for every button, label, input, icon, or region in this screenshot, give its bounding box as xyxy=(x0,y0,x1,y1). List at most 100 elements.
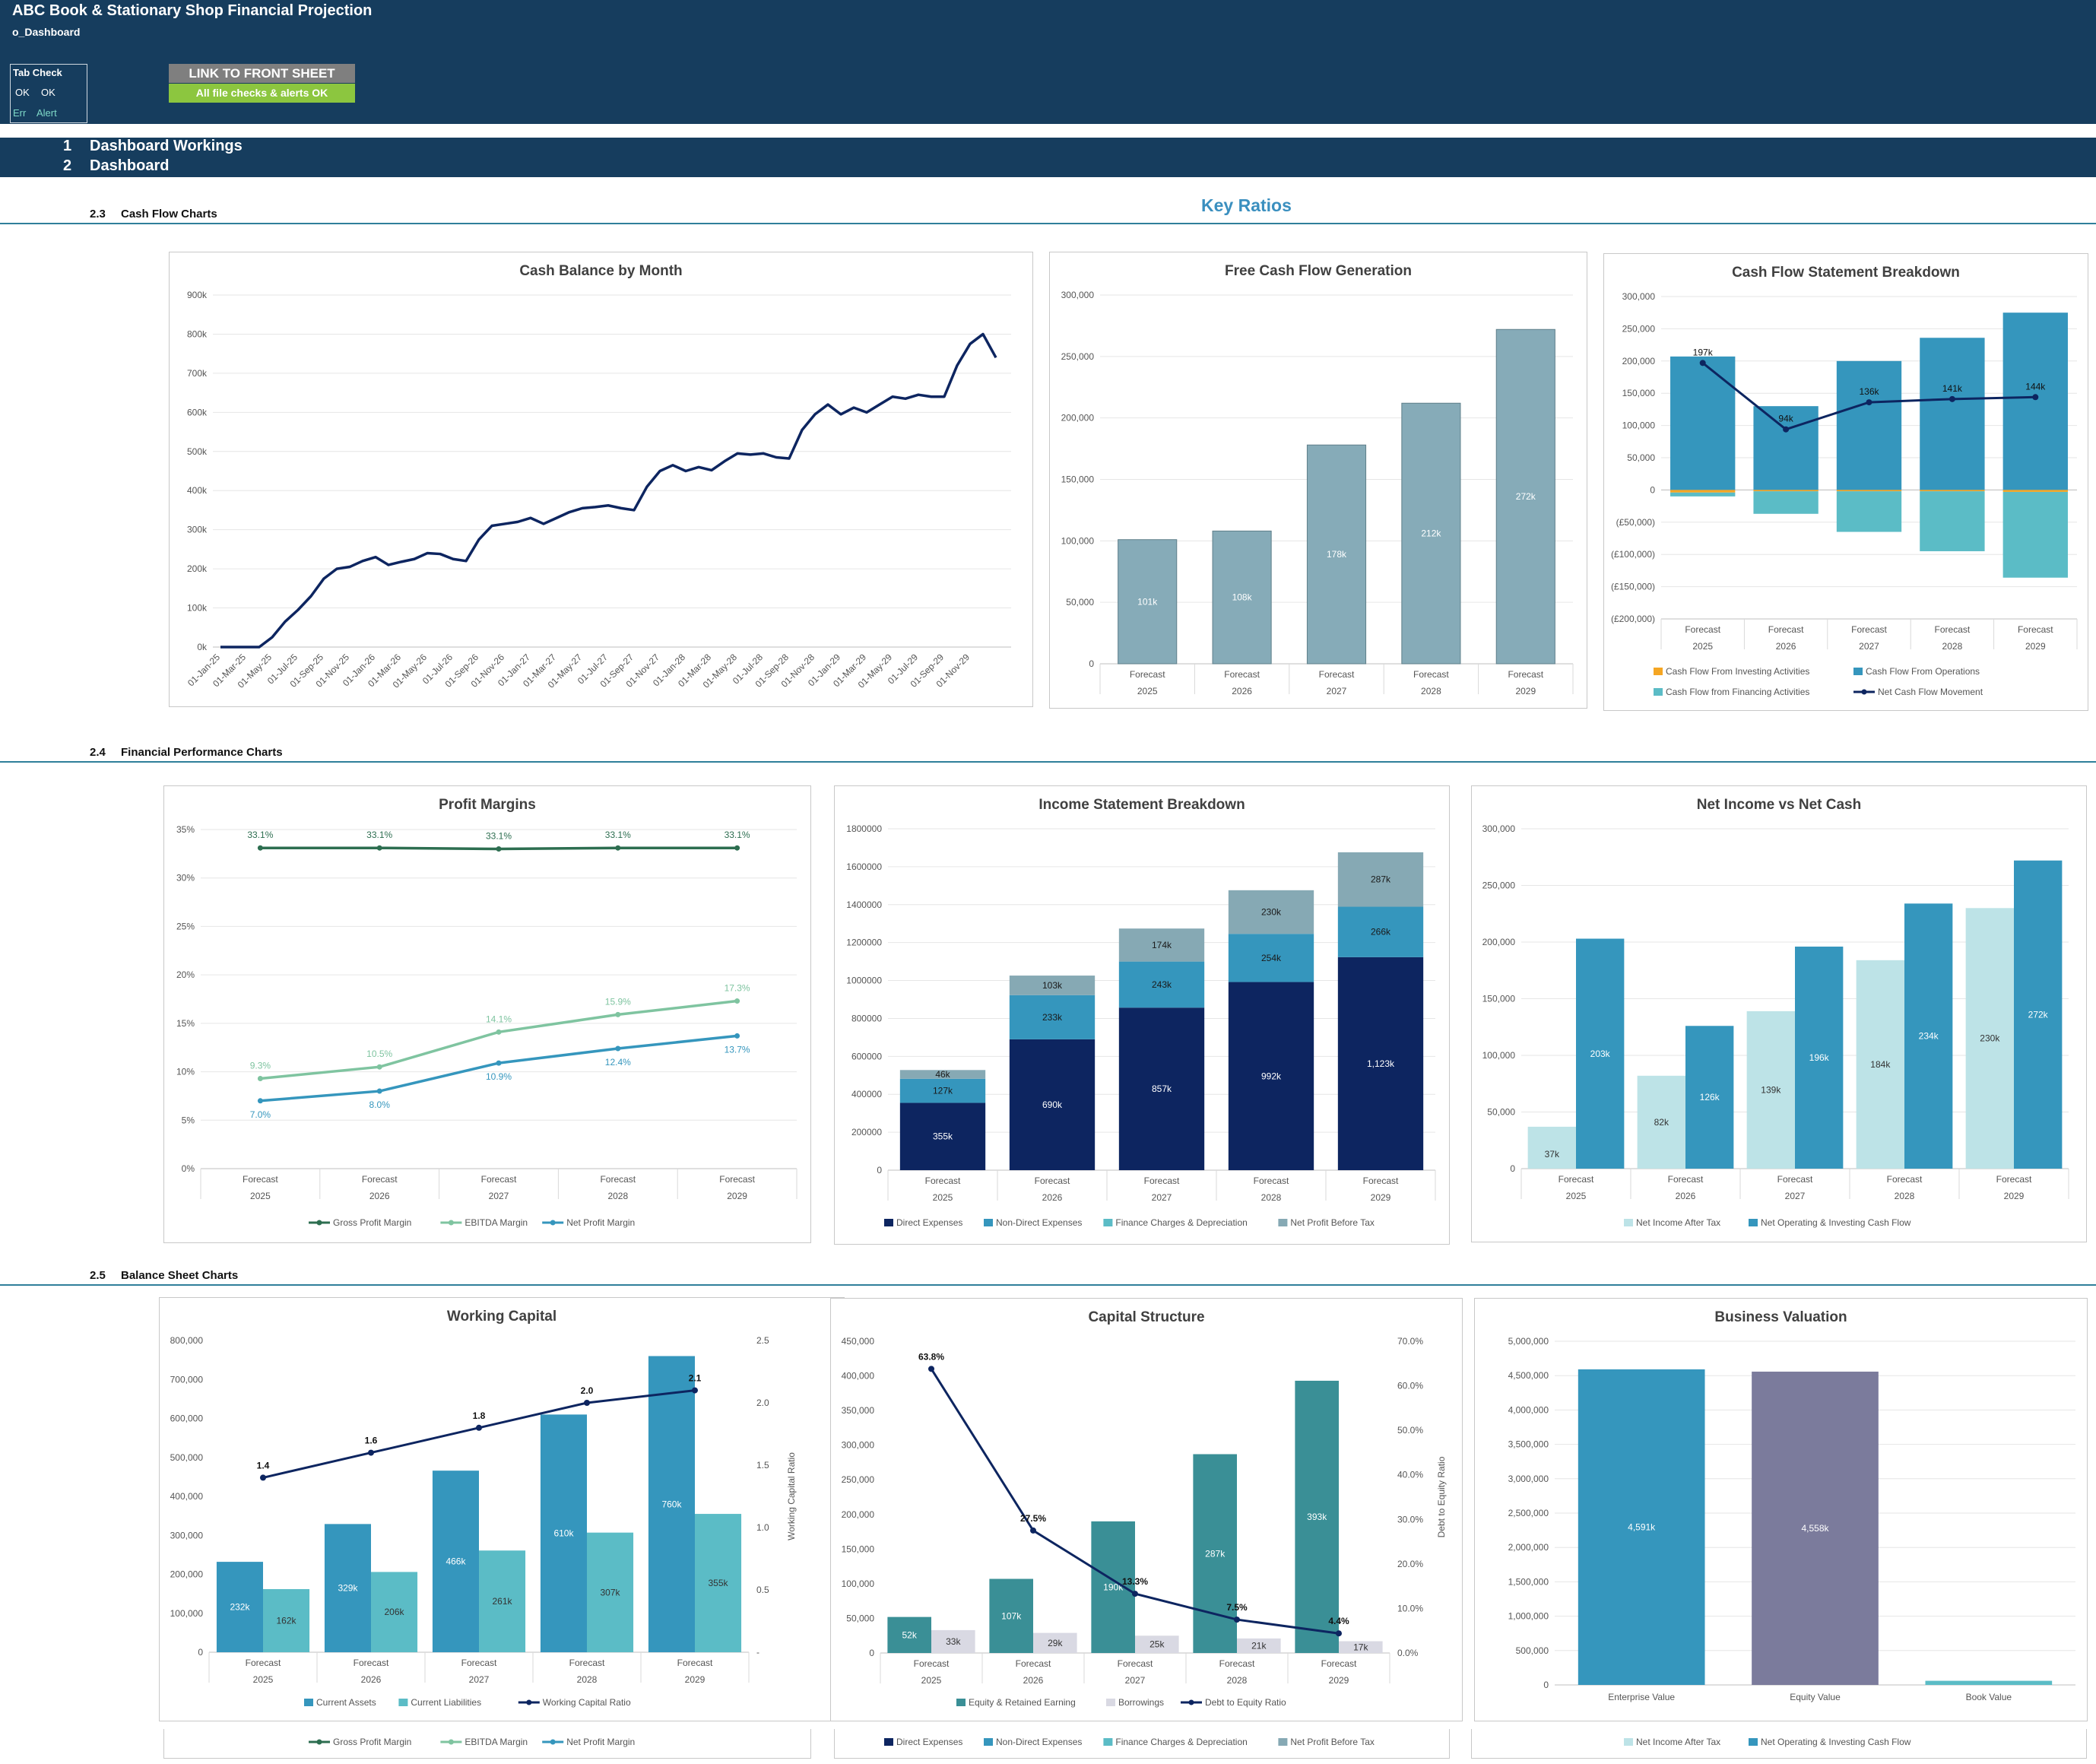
ratio-point xyxy=(928,1366,934,1372)
margin-point xyxy=(376,845,382,851)
data-label: 184k xyxy=(1870,1059,1891,1070)
data-label: 287k xyxy=(1205,1548,1226,1559)
x-tick-label: 2026 xyxy=(1776,641,1796,652)
income-stack-segment xyxy=(1009,1039,1096,1170)
operations-bar xyxy=(1920,338,1985,490)
y-tick-label: 10% xyxy=(176,1067,195,1077)
x-tick-label: Forecast xyxy=(1768,624,1804,635)
x-tick-label: Forecast xyxy=(677,1658,713,1668)
income-stack-segment xyxy=(1009,995,1096,1039)
ratio-point xyxy=(1234,1616,1240,1623)
legend-swatch xyxy=(316,1739,322,1745)
y-tick-label: 250,000 xyxy=(1482,880,1516,891)
data-label: 1.4 xyxy=(257,1460,270,1471)
chart-title: Income Statement Breakdown xyxy=(1038,797,1245,813)
data-label: 266k xyxy=(1371,927,1391,938)
y-tick-label: 50,000 xyxy=(1487,1107,1515,1118)
y-tick-label: 0 xyxy=(877,1165,882,1175)
y-tick-label: 4,500,000 xyxy=(1508,1370,1549,1381)
x-tick-label: 2025 xyxy=(933,1192,953,1203)
legend-label: Net Profit Before Tax xyxy=(1290,1737,1375,1747)
x-tick-label: Enterprise Value xyxy=(1608,1692,1675,1702)
working-capital-bar xyxy=(371,1572,418,1652)
y-tick-label: 600k xyxy=(187,407,208,417)
data-label: 206k xyxy=(385,1607,405,1617)
valuation-bar xyxy=(1578,1369,1705,1685)
tab-check-ok-1: OK xyxy=(15,87,30,98)
y-tick-label: 200,000 xyxy=(1061,413,1095,424)
legend-swatch xyxy=(984,1219,993,1226)
y-tick-label: 300,000 xyxy=(1061,290,1095,300)
x-tick-label: 2028 xyxy=(1895,1191,1915,1201)
net-income-bar xyxy=(1576,938,1625,1169)
x-tick-label: Forecast xyxy=(1144,1175,1180,1186)
section-divider xyxy=(0,1284,2096,1286)
section-title-balance-sheet: Balance Sheet Charts xyxy=(121,1269,239,1282)
data-label: 196k xyxy=(1809,1052,1830,1063)
valuation-bar xyxy=(1752,1371,1879,1685)
data-label: 7.5% xyxy=(1226,1602,1248,1613)
y-tick-label: 50,000 xyxy=(846,1613,874,1623)
x-tick-label: Forecast xyxy=(1118,1658,1153,1669)
link-to-front-sheet-button[interactable]: LINK TO FRONT SHEET xyxy=(169,64,355,83)
income-stack-segment xyxy=(899,1070,986,1079)
x-tick-label: Forecast xyxy=(461,1658,497,1668)
x-tick-label: Forecast xyxy=(2018,624,2053,635)
y-tick-label: 0 xyxy=(1543,1680,1549,1690)
y-tick-label: 35% xyxy=(176,824,195,835)
capital-structure-bar xyxy=(1295,1380,1339,1653)
capital-structure-bar xyxy=(1339,1641,1383,1653)
nav-link-dashboard-workings[interactable]: Dashboard Workings xyxy=(90,138,243,154)
margin-point xyxy=(496,1029,502,1035)
chart-business-valuation: Business Valuation 0 500,000 1,000,000 1,500… xyxy=(1474,1298,2088,1721)
data-label: 46k xyxy=(935,1069,950,1080)
data-label: 12.4% xyxy=(605,1057,631,1068)
nav-link-dashboard[interactable]: Dashboard xyxy=(90,157,170,174)
chart-title: Net Income vs Net Cash xyxy=(1697,797,1861,813)
margin-point xyxy=(496,846,502,852)
margin-point xyxy=(257,1075,263,1081)
y-tick-label: 200,000 xyxy=(1482,937,1516,947)
legend-strip-svg: Net Income After Tax Net Operating & Inve… xyxy=(1624,1737,1911,1747)
y-tick-label: 100,000 xyxy=(1622,420,1656,431)
margin-point xyxy=(734,1033,740,1039)
y-tick-label: 400,000 xyxy=(170,1491,204,1502)
data-label: 27.5% xyxy=(1020,1513,1046,1524)
legend-strip-svg: Direct Expenses Non-Direct Expenses Financ… xyxy=(884,1737,1375,1747)
income-stack-segment xyxy=(899,1078,986,1103)
income-stack-segment xyxy=(1118,961,1205,1008)
data-label: 127k xyxy=(933,1086,953,1096)
x-tick-label: Forecast xyxy=(1777,1174,1813,1185)
capital-structure-bar xyxy=(931,1629,975,1653)
y-tick-label: 0 xyxy=(869,1648,874,1658)
capital-structure-bar xyxy=(887,1616,931,1653)
y-tick-label: 3,500,000 xyxy=(1508,1439,1549,1450)
legend-swatch xyxy=(1861,689,1867,695)
y-tick-label: 250,000 xyxy=(1061,351,1095,362)
legend-label: Cash Flow from Financing Activities xyxy=(1666,687,1809,697)
data-label: 4,591k xyxy=(1628,1521,1656,1532)
y-tick-label: 1000000 xyxy=(846,976,882,986)
y-tick-label: 200,000 xyxy=(1622,356,1656,366)
x-tick-label: Forecast xyxy=(1254,1175,1289,1186)
x-tick-label: Forecast xyxy=(1413,669,1449,680)
investing-bar xyxy=(2002,490,2068,492)
x-tick-label: Forecast xyxy=(719,1174,755,1185)
y-tick-label: 200k xyxy=(187,563,208,574)
y-tick-label: 1400000 xyxy=(846,899,882,910)
legend-swatch xyxy=(1103,1219,1113,1226)
working-capital-bar xyxy=(216,1562,263,1652)
chart-svg: Net Income vs Net Cash 0 50,000 100,000 150,… xyxy=(1482,797,2069,1228)
chart-svg: Capital Structure 0 50,000 100,000 150,000 20… xyxy=(842,1309,1447,1708)
legend-label: Gross Profit Margin xyxy=(333,1217,411,1228)
data-label: 178k xyxy=(1327,549,1347,560)
data-label: 272k xyxy=(1516,491,1536,502)
x-tick-label: 2025 xyxy=(1692,641,1713,652)
working-capital-bar xyxy=(432,1471,479,1652)
data-label: 10.5% xyxy=(366,1049,392,1059)
y-tick-label: 2,500,000 xyxy=(1508,1508,1549,1518)
data-label: 287k xyxy=(1371,874,1391,885)
data-label: 33.1% xyxy=(605,830,631,840)
x-tick-label: Forecast xyxy=(1935,624,1971,635)
legend-swatch xyxy=(884,1738,893,1746)
